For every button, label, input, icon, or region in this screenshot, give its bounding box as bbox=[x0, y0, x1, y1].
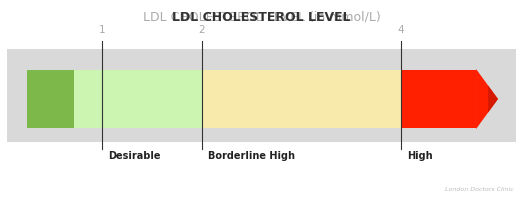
Polygon shape bbox=[476, 69, 498, 129]
Text: 2: 2 bbox=[198, 25, 205, 35]
Text: High: High bbox=[407, 151, 433, 161]
Polygon shape bbox=[488, 86, 498, 112]
Text: LDL CHOLESTEROL LEVEL: LDL CHOLESTEROL LEVEL bbox=[172, 11, 351, 24]
Text: 4: 4 bbox=[398, 25, 404, 35]
Bar bbox=[27, 70, 74, 128]
Text: LDL CHOLESTEROL LEVEL (in mmol/L): LDL CHOLESTEROL LEVEL (in mmol/L) bbox=[143, 11, 380, 24]
Text: London Doctors Clinic: London Doctors Clinic bbox=[445, 187, 513, 192]
Bar bbox=[74, 70, 202, 128]
Bar bbox=[401, 70, 476, 128]
Bar bbox=[202, 70, 401, 128]
Text: 1: 1 bbox=[98, 25, 105, 35]
Text: Desirable: Desirable bbox=[108, 151, 161, 161]
Text: Borderline High: Borderline High bbox=[208, 151, 294, 161]
Bar bbox=[7, 49, 516, 142]
